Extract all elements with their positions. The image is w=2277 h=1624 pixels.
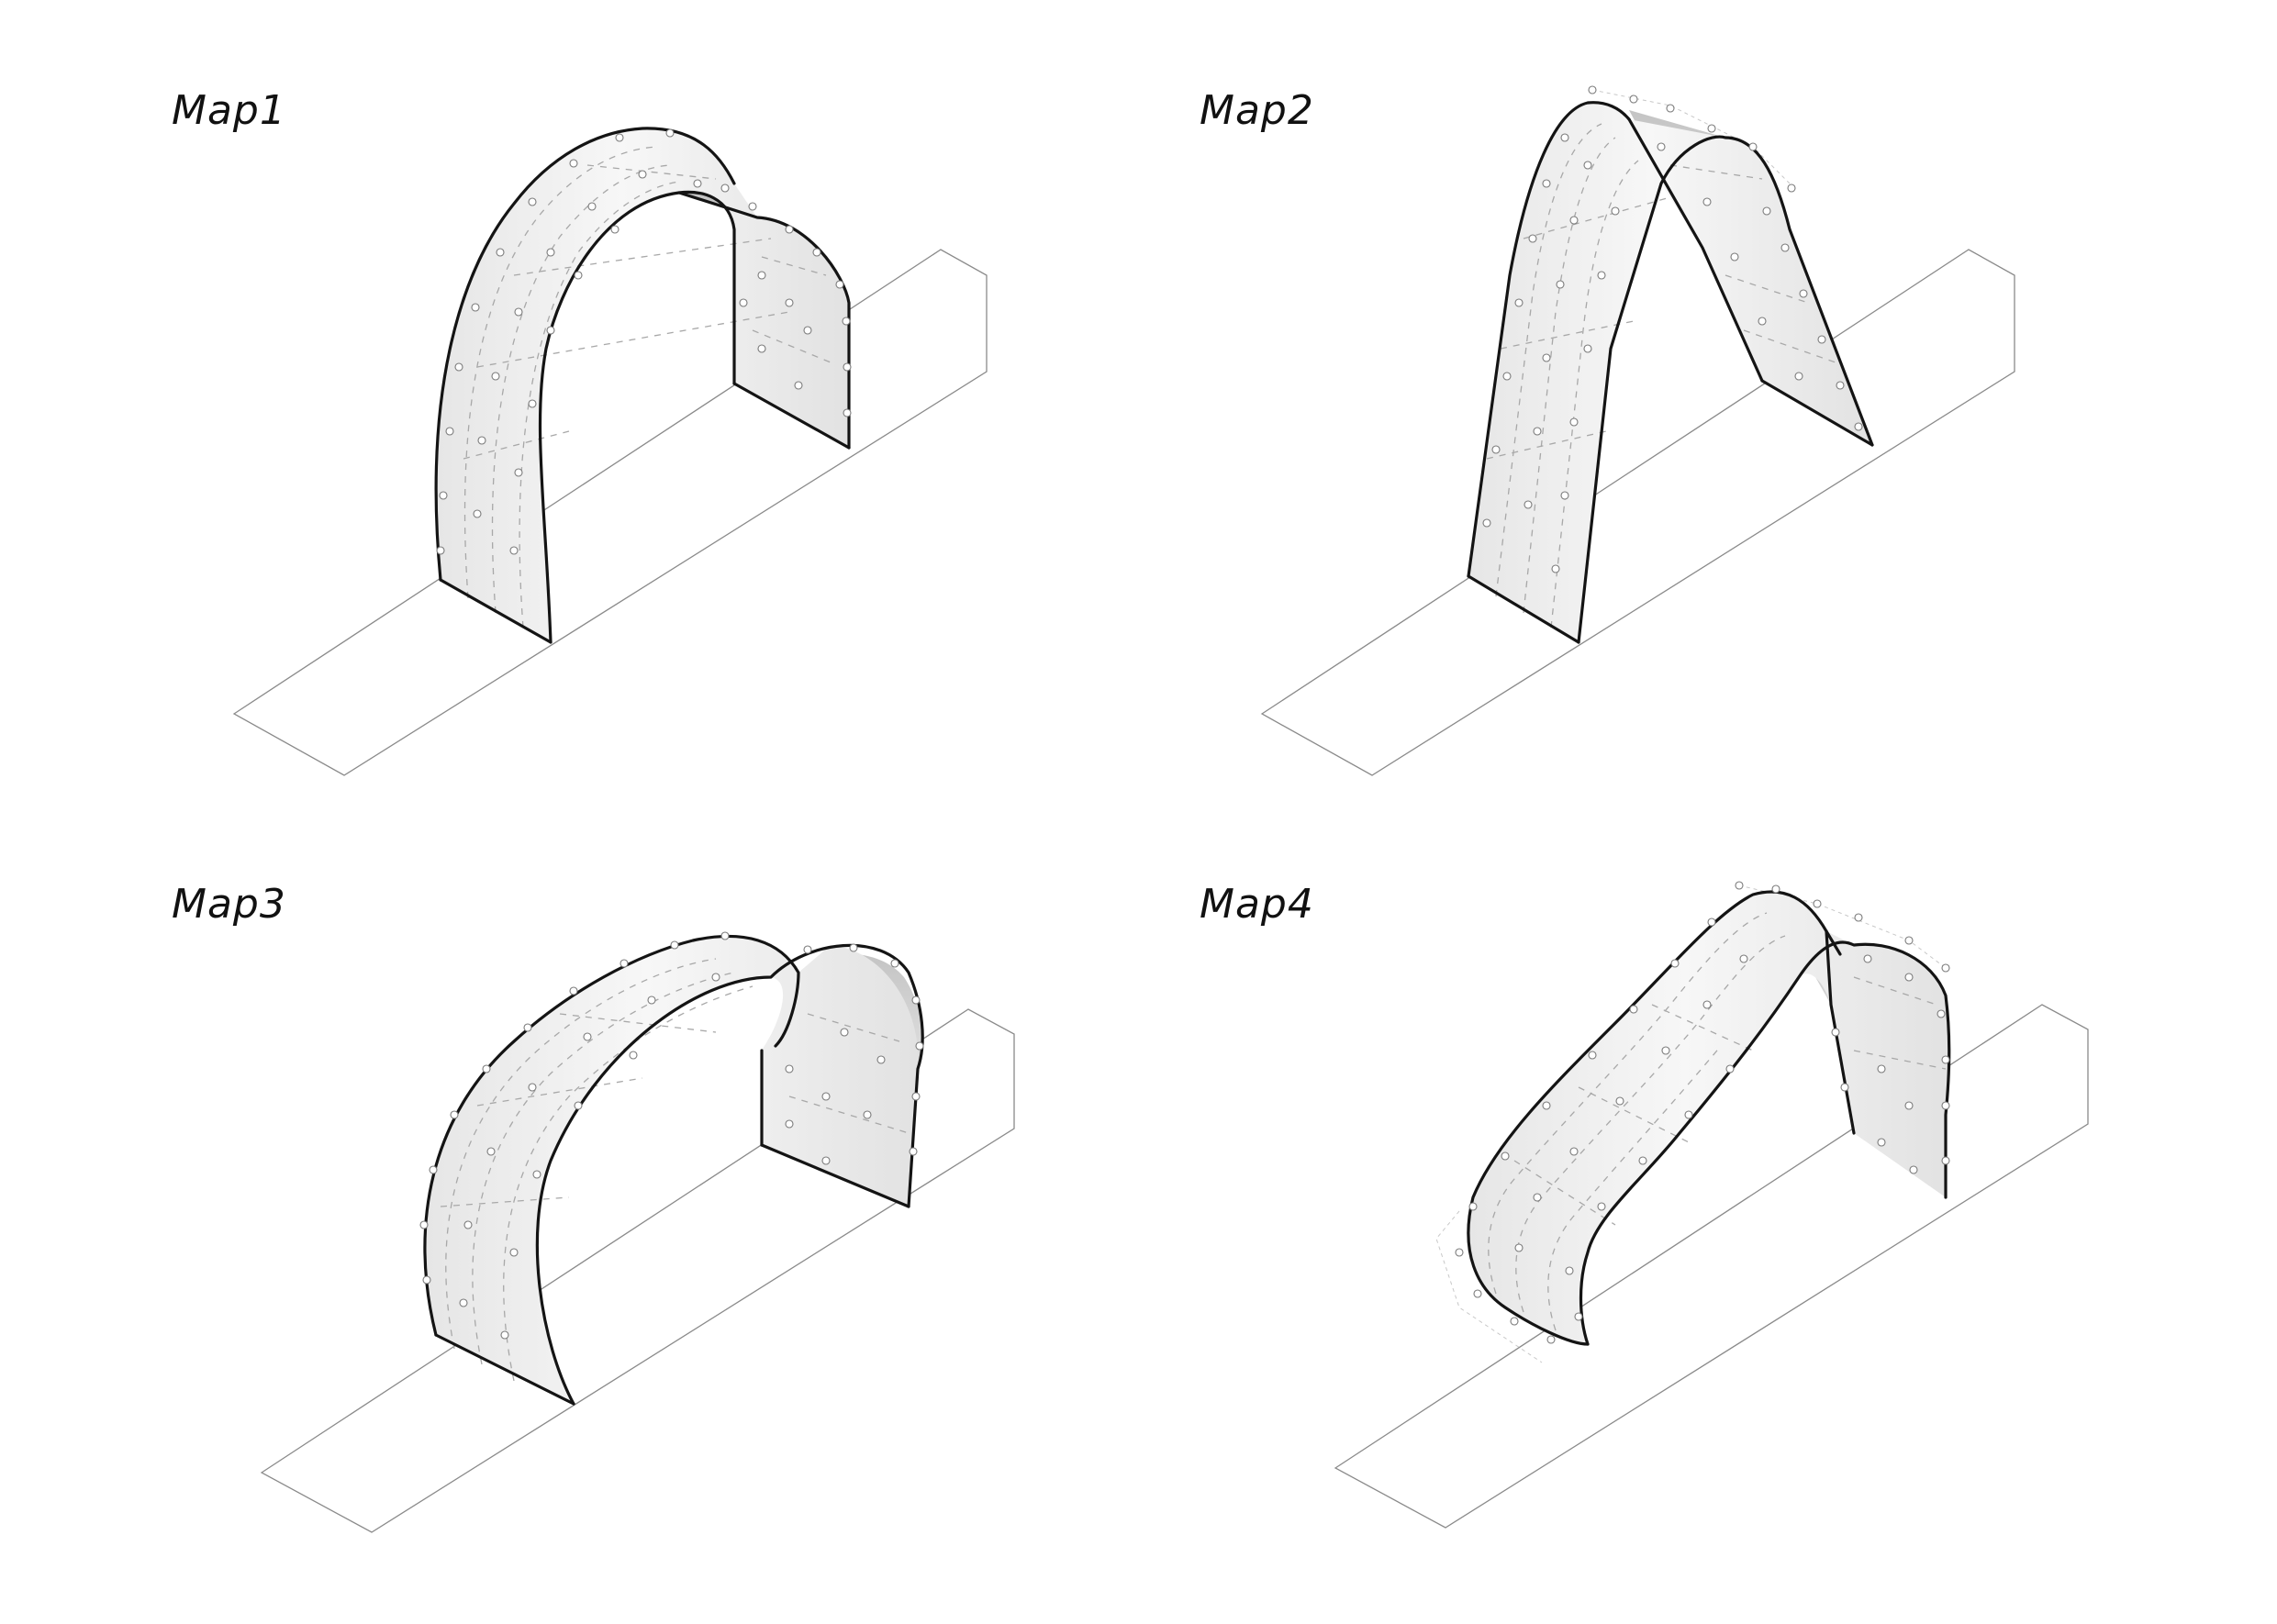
arch-base-back [1760, 379, 1874, 447]
map3-drawing [260, 931, 1015, 1533]
arch-base-front [439, 578, 553, 644]
arch-inner-edge [1577, 135, 1874, 644]
arch-inner-edge [538, 190, 736, 644]
arch-outer-edge [1467, 101, 1631, 578]
control-points [1482, 85, 1863, 573]
ground-plane [1260, 249, 2015, 776]
control-points [1455, 881, 1950, 1344]
arch-surface [1468, 891, 1949, 1344]
grid-lines [463, 146, 832, 628]
map1-label: Map1 [172, 87, 286, 134]
arch-base-front [434, 1333, 575, 1406]
map1-drawing [232, 127, 988, 776]
map2-drawing [1260, 85, 2015, 776]
map2-label: Map2 [1200, 87, 1314, 134]
arch-base-back [760, 1143, 910, 1208]
arch-base-back [732, 382, 851, 450]
arch-inner-edge [535, 943, 924, 1406]
arch-outer-edge [1467, 890, 1842, 1346]
control-points [419, 931, 924, 1340]
arch-surface [436, 128, 849, 642]
map3-label: Map3 [172, 881, 286, 928]
map1-panel: Map1 [0, 0, 1138, 812]
arch-base-front [1467, 574, 1580, 644]
map4-drawing [1334, 881, 2089, 1529]
arch-inner-edge [1579, 940, 1951, 1346]
control-points [436, 128, 852, 555]
map3-panel: Map3 [0, 794, 1138, 1606]
arch-surface [424, 936, 919, 1404]
grid-lines [440, 958, 910, 1382]
grid-lines [1486, 123, 1836, 628]
control-polygon-base [1435, 1210, 1543, 1363]
map4-panel: Map4 [1028, 794, 2166, 1606]
arch-inner-leg [1627, 117, 1764, 383]
map2-panel: Map2 [1028, 0, 2166, 812]
ground-plane [232, 249, 988, 776]
arch-outer-edge [434, 127, 736, 582]
map4-label: Map4 [1200, 881, 1314, 928]
